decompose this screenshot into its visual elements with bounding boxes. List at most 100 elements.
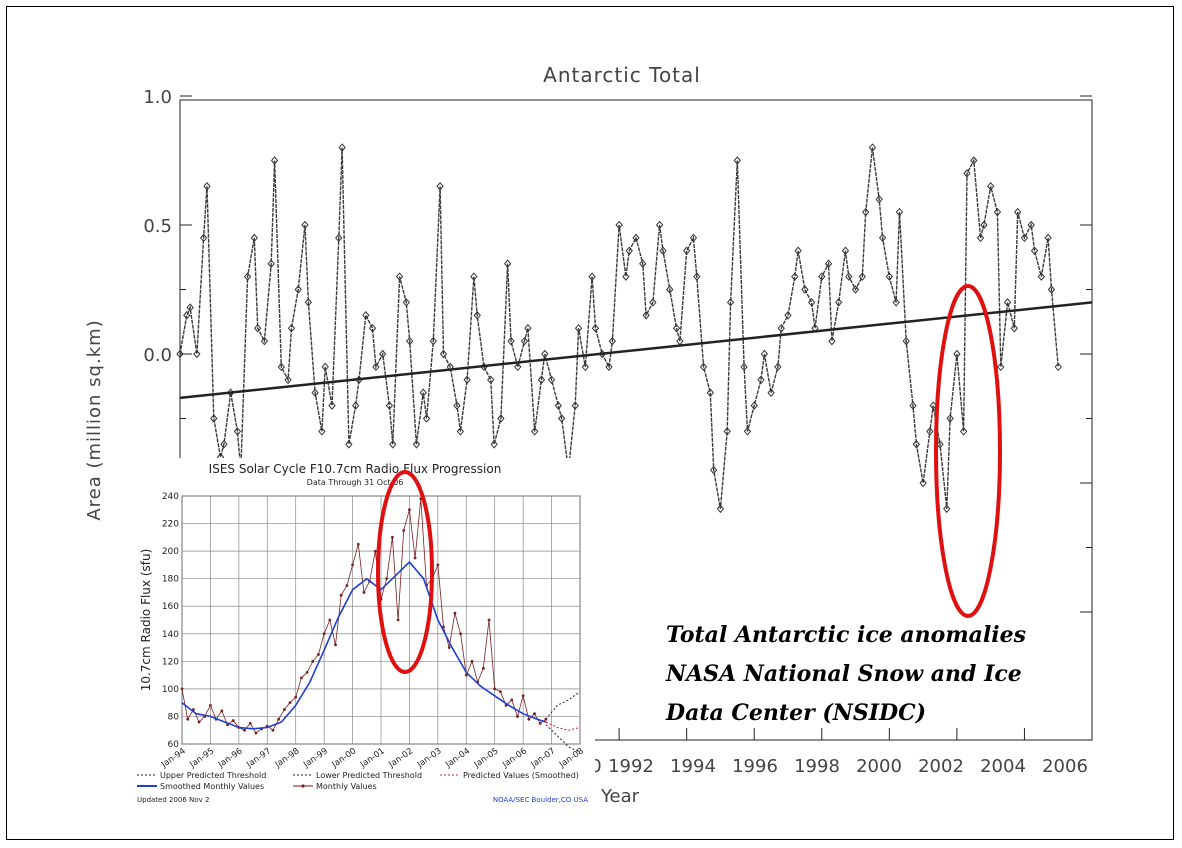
main-chart: Antarctic Total Area (million sq.km) Yea… [84,63,1093,807]
smoothed-values-line [181,560,547,730]
ice-anomaly-point [733,156,741,165]
ice-anomaly-point [980,220,988,230]
ice-anomaly-point [845,272,853,281]
ice-anomaly-point [639,259,647,268]
caption-line-2: NASA National Snow and Ice [665,661,1022,687]
ice-anomaly-point [818,272,826,281]
legend-predicted-label: Predicted Values (Smoothed) [463,771,579,780]
ice-anomaly-point [402,298,410,307]
ice-anomaly-point [473,311,481,320]
monthly-value-point [271,728,275,732]
monthly-value-point [288,701,292,705]
ice-anomaly-point [605,362,613,372]
ice-anomaly-point [963,169,971,178]
ice-anomaly-point [959,427,968,436]
ice-anomaly-point [520,336,529,346]
ice-anomaly-point [581,362,589,372]
monthly-value-point [499,690,502,694]
highlight-ellipse-solar [376,470,434,674]
monthly-value-point [533,712,536,716]
ice-anomaly-point [683,246,691,256]
ice-anomaly-point [625,246,633,256]
ice-anomaly-point [328,401,336,410]
ice-anomaly-point [243,272,252,281]
ice-anomaly-point [993,207,1002,217]
highlight-ellipse-ice [934,284,1002,618]
ice-anomaly-point [807,298,816,307]
ice-anomaly-point [463,375,471,385]
ice-anomaly-point [524,323,532,333]
ice-anomaly-point [672,323,681,333]
main-y-tick-label: 0.5 [143,216,172,237]
inset-title: ISES Solar Cycle F10.7cm Radio Flux Prog… [209,462,502,476]
inset-y-tick-label: 120 [162,657,179,667]
ice-anomaly-point [828,336,836,346]
monthly-value-point [328,618,332,622]
monthly-value-point [385,577,389,581]
ice-anomaly-point [335,233,343,243]
ice-anomaly-point [558,414,566,423]
ice-anomaly-point [902,336,910,346]
ice-anomaly-point [436,182,444,191]
inset-y-tick-label: 60 [168,740,180,750]
monthly-value-point [481,666,485,670]
ice-anomaly-point [777,323,785,333]
ice-anomaly-point [591,323,600,333]
inset-y-axis-label: 10.7cm Radio Flux (sfu) [139,549,153,692]
inset-background [120,458,595,818]
caption-line-3: Data Center (NSIDC) [665,700,926,726]
ice-anomaly-point [632,233,640,243]
ice-anomaly-point [878,233,887,243]
monthly-value-point [345,584,349,587]
ice-anomaly-point [287,323,296,333]
ice-anomaly-point [547,375,556,385]
ice-anomaly-point [338,143,346,152]
ice-anomaly-point [666,285,674,294]
main-x-tick-label: 0 [590,756,601,777]
ice-anomaly-point [659,246,667,256]
ice-anomaly-point [1044,233,1052,243]
monthly-value-point [231,719,235,722]
main-y-tick-label: 1.0 [143,87,172,108]
ice-anomaly-point [1020,233,1029,243]
monthly-value-point [521,694,525,698]
monthly-value-point [538,721,542,725]
ice-anomaly-point [250,233,258,243]
ice-anomaly-point [1010,323,1018,333]
monthly-value-point [396,618,400,622]
main-y-tick-label: 0.0 [143,345,172,366]
ice-anomaly-point [422,414,431,423]
ice-anomaly-point [895,207,904,217]
inset-subtitle: Data Through 31 Oct 06 [307,478,404,487]
ice-anomaly-point [301,220,309,230]
legend-smoothed-label: Smoothed Monthly Values [160,782,264,791]
ice-anomaly-point [750,401,758,410]
ice-anomaly-point [723,427,731,436]
ice-anomaly-point [710,465,718,475]
ice-anomaly-point [470,272,478,281]
ice-anomaly-point [909,401,917,410]
ice-anomaly-point [1047,285,1056,294]
inset-grid [181,495,581,745]
ice-anomaly-point [862,207,870,217]
monthly-value-point [220,709,224,713]
inset-updated-note: Updated 2006 Nov 2 [137,796,209,804]
ice-anomaly-point [541,349,549,359]
ice-anomaly-point [926,427,934,436]
ice-anomaly-point [912,440,921,449]
monthly-value-point [464,673,468,677]
ice-anomaly-point [875,194,883,204]
ice-anomaly-point [311,388,319,397]
ice-anomaly-point [453,401,461,410]
inset-credit: NOAA/SEC Boulder,CO USA [493,796,588,804]
ice-anomaly-point [574,323,583,333]
ice-anomaly-point [841,246,850,256]
monthly-value-point [248,721,252,725]
ice-anomaly-point [233,427,242,436]
monthly-value-point [516,715,519,718]
monthly-value-point [277,717,281,721]
ice-anomaly-point [497,414,505,423]
inset-y-tick-label: 240 [162,492,179,502]
monthly-value-point [442,625,445,629]
ice-anomaly-point [1054,362,1062,372]
